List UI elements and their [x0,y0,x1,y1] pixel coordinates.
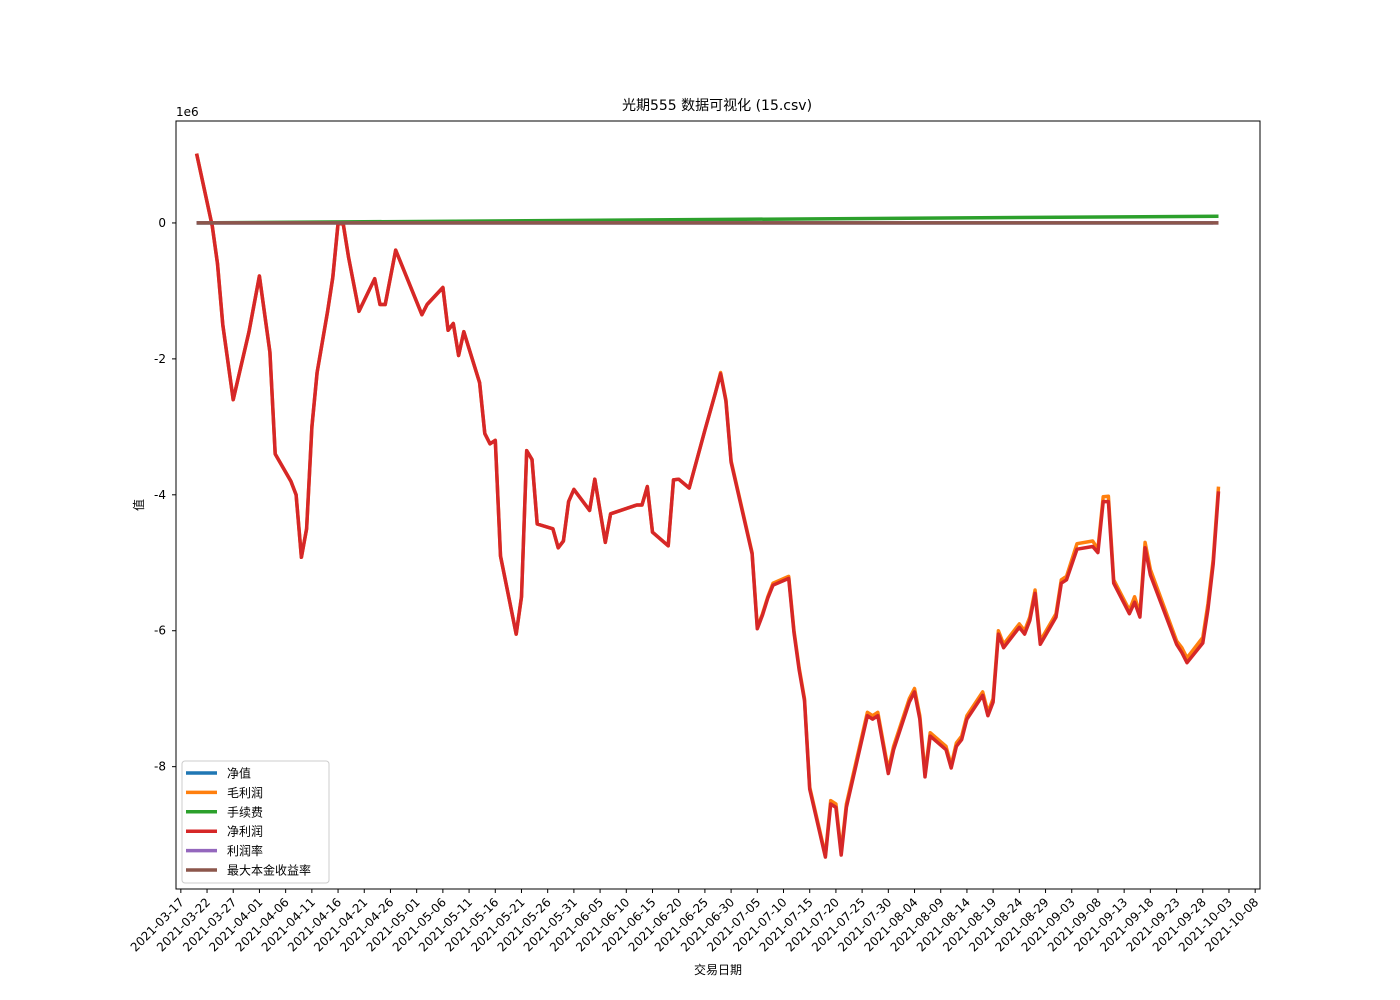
legend-label: 毛利润 [227,786,263,800]
y-tick-label: -6 [154,624,166,638]
legend-label: 利润率 [227,843,263,858]
legend-label: 净值 [227,766,251,781]
y-scale-label: 1e6 [176,105,199,119]
series-lines [194,153,1221,859]
y-tick-label: -4 [154,488,166,502]
y-axis-ticks: 0 -2 -4 -6 -8 [154,216,176,774]
plot-frame [175,120,1261,890]
legend-label: 最大本金收益率 [227,863,311,878]
y-axis-label: 值 [131,499,146,511]
series-line-3 [194,153,1221,859]
legend-box [181,760,330,884]
x-axis-ticks: 2021-03-172021-03-222021-03-272021-04-01… [128,889,1261,954]
y-tick-label: 0 [158,216,166,230]
chart-title: 光期555 数据可视化 (15.csv) [622,98,812,114]
y-tick-label: -2 [154,352,166,366]
legend-label: 手续费 [227,805,263,819]
y-tick-label: -8 [154,760,166,774]
legend-label: 净利润 [227,825,263,839]
x-axis-label: 交易日期 [694,962,742,977]
